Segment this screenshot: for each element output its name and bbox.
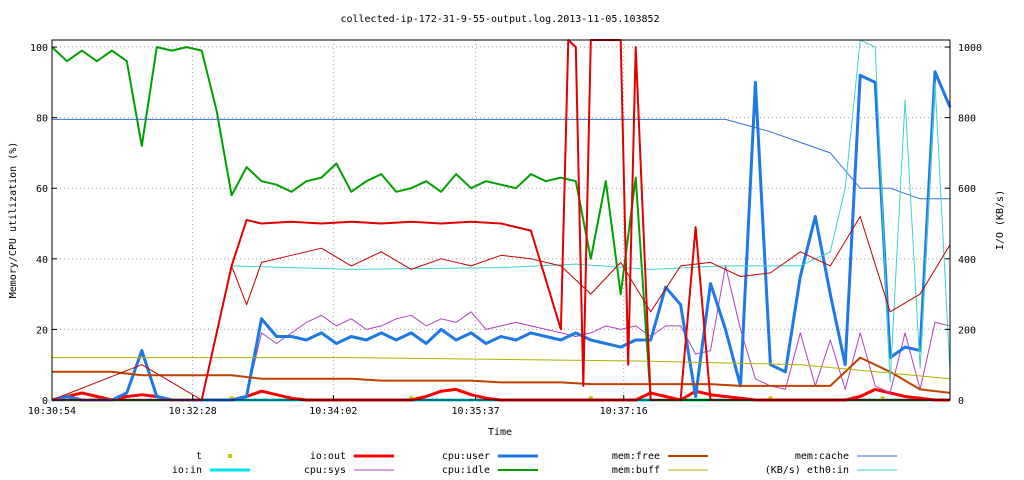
legend-label-mem-free: mem:free [612,451,660,462]
series-point-t [880,396,885,401]
legend: t io:in io:out cpu:sys cpu:user cpu:idle mem:f… [172,451,897,476]
y2-tick-label: 0 [958,396,964,407]
legend-label-t: t [196,451,202,462]
y2-tick-label: 200 [958,325,976,336]
series-line-mem-free [52,356,951,394]
x-tick-label: 10:34:02 [309,406,357,417]
y-tick-label: 20 [36,325,48,336]
y-tick-label: 60 [36,184,48,195]
y-tick-label: 100 [30,43,48,54]
legend-label-io-in: io:in [172,465,202,476]
y2-tick-label: 800 [958,114,976,125]
y2-tick-label: 600 [958,184,976,195]
x-tick-label: 10:32:28 [169,406,217,417]
y-tick-label: 40 [36,255,48,266]
legend-label-kb-s-eth0-in: (KB/s) eth0:in [765,465,849,476]
series-line-cpu-user [51,70,952,402]
legend-label-mem-buff: mem:buff [612,465,660,476]
y2-tick-label: 1000 [958,43,982,54]
chart-title: collected-ip-172-31-9-55-output.log.2013… [340,14,659,25]
x-axis-label: Time [488,427,512,438]
x-tick-label: 10:30:54 [28,406,76,417]
y2-axis-label: I/O (KB/s) [995,190,1006,250]
legend-swatch-t [228,454,232,458]
series-layer [51,39,952,402]
series-line-mem-buff [52,357,951,380]
x-axis-ticks: 10:30:54 10:32:28 10:34:02 10:35:37 10:37:16 [28,395,648,417]
x-tick-label: 10:35:37 [451,406,499,417]
series-point-t [768,396,773,401]
series-point-t [588,396,593,401]
y-axis-ticks: 0 20 40 60 80 100 [30,43,57,407]
y-tick-label: 80 [36,114,48,125]
y2-axis-ticks: 0 200 400 600 800 1000 [945,43,982,407]
y2-tick-label: 400 [958,255,976,266]
series-line-kb-s-eth0-out [51,216,951,401]
series-point-t [409,396,414,401]
legend-label-cpu-user: cpu:user [442,451,490,462]
legend-label-cpu-idle: cpu:idle [442,465,490,476]
y-axis-label: Memory/CPU utilization (%) [8,142,19,299]
x-tick-label: 10:37:16 [600,406,648,417]
series-line-mem-cache [52,118,950,200]
series-point-t [229,396,234,401]
legend-label-cpu-sys: cpu:sys [304,465,346,476]
series-point-t [64,396,69,401]
series-line-cpu-sys [51,265,951,401]
legend-label-mem-cache: mem:cache [795,451,849,462]
legend-label-io-out: io:out [310,451,346,462]
y-tick-label: 0 [42,396,48,407]
plot-frame [51,39,951,401]
